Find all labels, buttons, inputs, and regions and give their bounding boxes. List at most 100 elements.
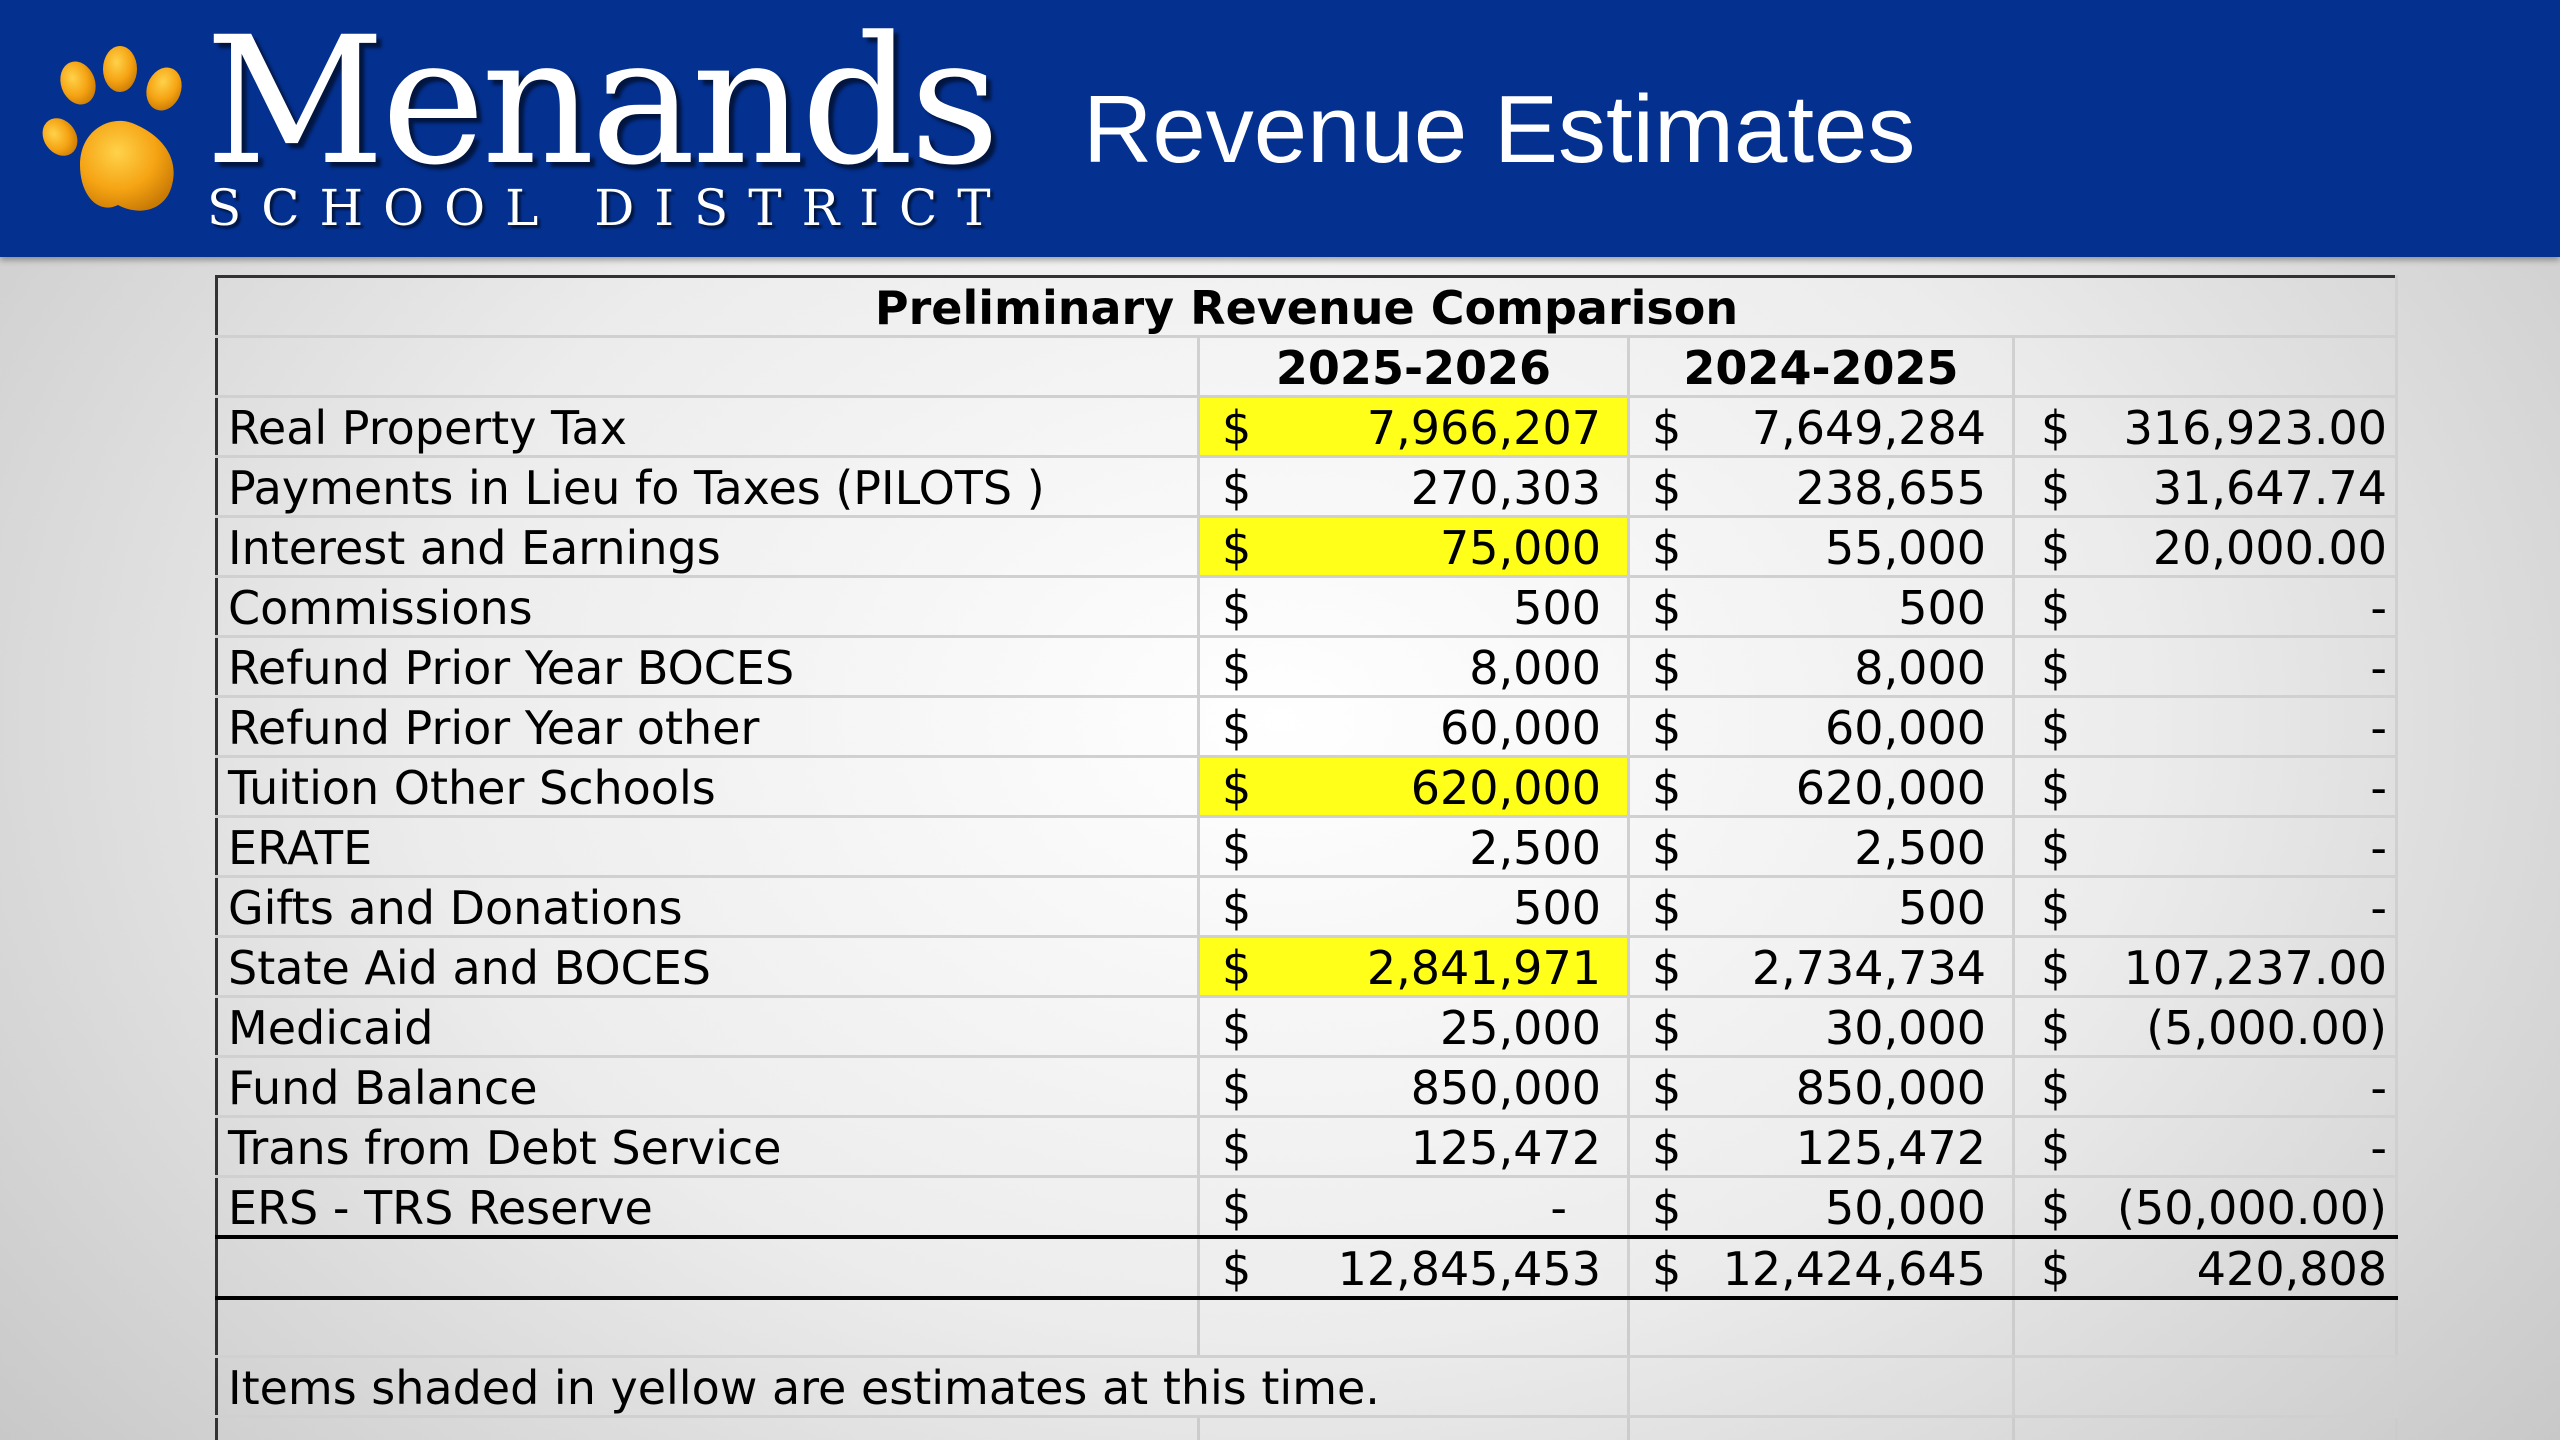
revenue-label: Payments in Lieu fo Taxes (PILOTS ) [216,456,1200,518]
current-year-cell: $2,500 [1198,816,1630,878]
prior-year-cell: $500 [1628,876,2015,938]
revenue-table-sheet: Preliminary Revenue Comparison 2025-2026… [215,275,2399,1440]
currency-symbol: $ [1222,581,1252,635]
currency-symbol: $ [1652,1181,1682,1235]
table-row: Payments in Lieu fo Taxes (PILOTS ) $270,… [216,456,2399,518]
change-value: - [2370,701,2388,755]
currency-symbol: $ [1652,581,1682,635]
currency-symbol: $ [1652,521,1682,575]
currency-symbol: $ [1222,521,1252,575]
change-cell: $ - [2013,1116,2399,1178]
change-value: - [2370,581,2388,635]
currency-symbol: $ [1222,1242,1252,1296]
currency-symbol: $ [1222,1121,1252,1175]
current-year-value: 7,966,207 [1366,401,1601,455]
total-change: $420,808 [2013,1235,2399,1300]
currency-symbol: $ [1652,1242,1682,1296]
revenue-label: State Aid and BOCES [216,936,1200,998]
revenue-label: Medicaid [216,996,1200,1058]
change-value: - [2370,1061,2388,1115]
current-year-cell: $60,000 [1198,696,1630,758]
change-cell: $ - [2013,636,2399,698]
blank-cell [2013,1298,2399,1358]
currency-symbol: $ [1222,401,1252,455]
note-row: Items shaded in yellow are estimates at … [216,1356,2399,1418]
change-value: - [2370,761,2388,815]
change-value: - [2370,821,2388,875]
prior-year-cell: $620,000 [1628,756,2015,818]
prior-year-value: 850,000 [1795,1061,1986,1115]
revenue-table: Preliminary Revenue Comparison 2025-2026… [215,275,2399,1440]
blank-cell [1198,1416,1630,1440]
change-cell: $ - [2013,816,2399,878]
blank-row [216,1298,2399,1358]
currency-symbol: $ [2041,881,2071,935]
currency-symbol: $ [2041,521,2071,575]
current-year-cell: $850,000 [1198,1056,1630,1118]
total-change-value: 420,808 [2196,1242,2388,1296]
currency-symbol: $ [2041,1061,2071,1115]
prior-year-value: 2,734,734 [1751,941,1986,995]
change-cell: $316,923.00 [2013,396,2399,458]
currency-symbol: $ [2041,1242,2071,1296]
table-title-row: Preliminary Revenue Comparison [216,276,2399,338]
blank-cell [1628,1416,2015,1440]
slide-title: Revenue Estimates [1083,76,1916,183]
current-year-value: 2,841,971 [1366,941,1601,995]
change-value: (5,000.00) [2146,1001,2388,1055]
currency-symbol: $ [2041,1001,2071,1055]
change-value: - [2370,1121,2388,1175]
total-row: $12,845,453 $12,424,645 $420,808 [216,1235,2399,1300]
currency-symbol: $ [1652,1121,1682,1175]
currency-symbol: $ [1222,821,1252,875]
blank-cell [216,1416,1200,1440]
table-row: Tuition Other Schools $620,000 $620,000 $ - [216,756,2399,818]
table-row: Gifts and Donations $500 $500 $ - [216,876,2399,938]
current-year-value: 2,500 [1469,821,1601,875]
revenue-label: Interest and Earnings [216,516,1200,578]
prior-year-value: 620,000 [1795,761,1986,815]
change-cell: $ - [2013,1056,2399,1118]
current-year-value: 500 [1513,881,1601,935]
revenue-rows: Real Property Tax $7,966,207 $7,649,284 $31… [216,396,2399,1239]
column-header-change [2013,336,2399,398]
current-year-cell: $620,000 [1198,756,1630,818]
current-year-value: 125,472 [1410,1121,1601,1175]
change-cell: $ - [2013,576,2399,638]
prior-year-cell: $850,000 [1628,1056,2015,1118]
column-header-row: 2025-2026 2024-2025 [216,336,2399,398]
change-cell: $20,000.00 [2013,516,2399,578]
prior-year-value: 125,472 [1795,1121,1986,1175]
logo-subtitle: SCHOOL DISTRICT [207,179,1011,237]
table-row: Interest and Earnings $75,000 $55,000 $20,0… [216,516,2399,578]
column-header-label [216,336,1200,398]
currency-symbol: $ [1652,821,1682,875]
table-row: State Aid and BOCES $2,841,971 $2,734,734 $… [216,936,2399,998]
currency-symbol: $ [2041,581,2071,635]
revenue-label: Trans from Debt Service [216,1116,1200,1178]
change-value: 107,237.00 [2123,941,2388,995]
currency-symbol: $ [1652,1001,1682,1055]
revenue-label: ERATE [216,816,1200,878]
table-row: Commissions $500 $500 $ - [216,576,2399,638]
table-row: Refund Prior Year BOCES $8,000 $8,000 $ - [216,636,2399,698]
current-year-value: 620,000 [1410,761,1601,815]
change-value: 20,000.00 [2152,521,2388,575]
currency-symbol: $ [2041,1121,2071,1175]
currency-symbol: $ [2041,941,2071,995]
currency-symbol: $ [1652,761,1682,815]
currency-symbol: $ [1652,941,1682,995]
currency-symbol: $ [2041,641,2071,695]
currency-symbol: $ [1222,1001,1252,1055]
prior-year-value: 238,655 [1795,461,1986,515]
column-header-current-year: 2025-2026 [1198,336,1630,398]
total-label [216,1235,1200,1300]
revenue-label: ERS - TRS Reserve [216,1176,1200,1239]
table-row: Medicaid $25,000 $30,000 $ (5,000.00) [216,996,2399,1058]
slide-header: Menands SCHOOL DISTRICT Revenue Estimate… [0,0,2560,257]
prior-year-value: 500 [1898,581,1986,635]
currency-symbol: $ [2041,401,2071,455]
currency-symbol: $ [1222,641,1252,695]
prior-year-cell: $30,000 [1628,996,2015,1058]
table-row: Fund Balance $850,000 $850,000 $ - [216,1056,2399,1118]
